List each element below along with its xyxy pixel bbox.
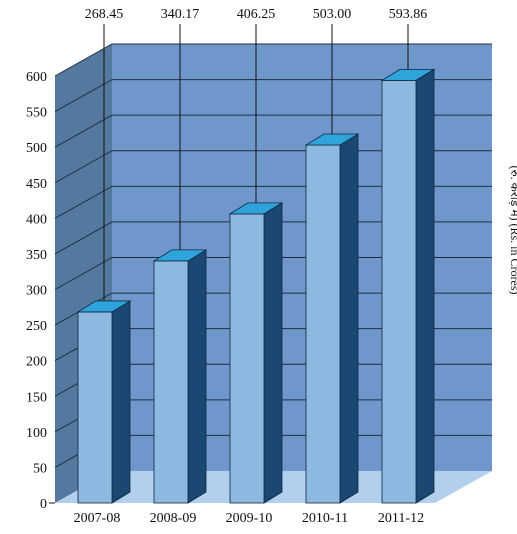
y-axis-ticks: 0 50 100 150 200 250 300 350 400 450 500 550 600 <box>26 70 55 512</box>
x-axis-labels: 2007-08 2008-09 2009-10 2010-11 2011-12 <box>74 511 424 526</box>
y-tick-label: 150 <box>26 390 47 405</box>
y-tick-label: 600 <box>26 70 47 85</box>
x-tick-label: 2008-09 <box>150 511 197 526</box>
gridline <box>54 43 492 77</box>
bar <box>153 260 189 504</box>
gridline <box>54 79 492 113</box>
gridline <box>54 292 492 326</box>
bar-side <box>415 68 435 504</box>
y-tick-label: 200 <box>26 355 47 370</box>
y-tick-label: 450 <box>26 177 47 192</box>
gridline <box>54 185 492 219</box>
x-tick-label: 2007-08 <box>74 511 121 526</box>
bar-side <box>263 202 283 504</box>
y-tick-label: 550 <box>26 106 47 121</box>
bar <box>381 79 417 504</box>
gridline <box>54 257 492 290</box>
bar-side <box>187 249 207 504</box>
bar-side <box>111 300 131 504</box>
data-label: 340.17 <box>161 7 200 22</box>
y-tick-label: 350 <box>26 248 47 263</box>
bar-top <box>304 133 360 146</box>
gridline <box>54 150 492 184</box>
bar-top <box>152 249 208 262</box>
y-tick-label: 400 <box>26 212 47 227</box>
y-axis-title: (रु. करोड़ में) (Rs. in Crores) <box>508 166 517 295</box>
gridline <box>54 221 492 255</box>
data-label-leaders <box>103 24 409 307</box>
bar <box>305 144 341 504</box>
y-tick-label: 100 <box>26 426 47 441</box>
x-tick-label: 2009-10 <box>226 511 273 526</box>
bars <box>76 68 436 504</box>
y-tick-label: 0 <box>40 497 47 512</box>
x-tick-label: 2010-11 <box>302 511 348 526</box>
bar-top <box>228 202 284 215</box>
x-tick-label: 2011-12 <box>378 511 424 526</box>
y-tick-label: 300 <box>26 284 47 299</box>
y-tick-label: 250 <box>26 319 47 334</box>
bar <box>77 311 113 504</box>
data-label: 406.25 <box>237 7 276 22</box>
gridline <box>54 114 492 148</box>
y-tick-label: 50 <box>33 461 47 476</box>
y-tick-label: 500 <box>26 141 47 156</box>
data-labels: 268.45 340.17 406.25 503.00 593.86 <box>85 7 428 22</box>
bar-side <box>339 133 359 504</box>
bar-top <box>76 300 132 313</box>
data-label: 503.00 <box>313 7 352 22</box>
bar <box>229 213 265 504</box>
data-label: 593.86 <box>389 7 428 22</box>
bar-top <box>380 68 436 81</box>
data-label: 268.45 <box>85 7 124 22</box>
